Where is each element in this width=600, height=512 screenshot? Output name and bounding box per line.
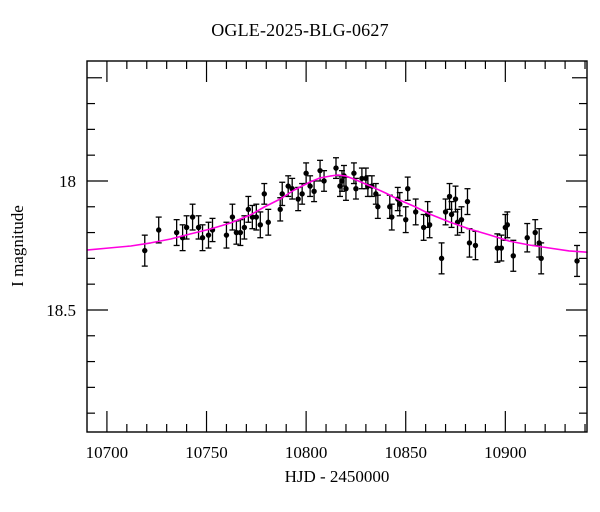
data-point: [253, 214, 260, 220]
data-point: [245, 206, 252, 213]
data-point: [446, 193, 453, 200]
plot-title: OGLE-2025-BLG-0627: [211, 20, 389, 40]
data-point: [438, 255, 445, 262]
data-point: [261, 191, 267, 197]
data-point: [173, 229, 180, 236]
data-point: [412, 209, 419, 215]
data-point: [156, 227, 162, 233]
data-point: [249, 214, 256, 220]
x-tick-label: 10850: [384, 443, 427, 462]
data-point: [257, 222, 264, 228]
data-point: [498, 245, 505, 251]
data-point: [532, 229, 538, 236]
data-point: [504, 222, 511, 228]
data-point: [303, 170, 309, 176]
data-point: [343, 186, 349, 192]
x-tick-label: 10750: [185, 443, 228, 462]
x-tick-label: 10800: [285, 443, 328, 462]
data-point: [195, 224, 202, 231]
data-point: [524, 235, 530, 241]
data-point: [189, 214, 196, 220]
plot-frame: [86, 60, 588, 433]
data-point: [295, 196, 301, 202]
data-point: [183, 224, 190, 231]
data-point: [442, 209, 449, 215]
data-point: [229, 214, 236, 220]
data-point: [279, 191, 285, 197]
data-point: [452, 196, 459, 202]
data-point: [223, 232, 230, 238]
x-tick-label: 10900: [484, 443, 527, 462]
data-point: [403, 216, 409, 223]
data-point: [405, 186, 411, 192]
data-point: [307, 183, 313, 189]
data-point: [494, 245, 501, 251]
data-point: [351, 170, 357, 176]
data-point: [333, 165, 339, 171]
data-point: [448, 211, 455, 218]
y-tick-label: 18.5: [46, 301, 76, 320]
data-point: [389, 214, 395, 220]
data-point: [458, 216, 465, 223]
data-point: [464, 198, 471, 205]
data-point: [233, 229, 240, 236]
data-point: [472, 242, 479, 249]
data-point: [321, 178, 327, 184]
data-point: [142, 247, 148, 254]
data-point: [237, 229, 244, 236]
data-point: [426, 222, 433, 228]
data-point: [311, 188, 317, 194]
data-point: [205, 232, 212, 238]
data-point: [574, 258, 580, 264]
data-point: [353, 186, 359, 192]
data-point: [466, 240, 473, 246]
data-point: [277, 206, 283, 213]
model-curve: [87, 174, 588, 253]
y-tick-label: 18: [59, 172, 76, 191]
data-point: [538, 255, 544, 262]
data-point: [241, 224, 248, 231]
data-point: [375, 204, 381, 210]
data-point: [317, 167, 323, 174]
data-point: [359, 175, 365, 182]
data-point: [299, 191, 305, 197]
x-axis-label: HJD - 2450000: [284, 467, 390, 486]
data-point: [265, 219, 271, 225]
data-point: [397, 201, 403, 207]
data-point: [510, 253, 516, 259]
data-point: [199, 235, 206, 241]
x-tick-label: 10700: [86, 443, 129, 462]
data-point: [285, 183, 291, 189]
data-point: [420, 224, 427, 231]
